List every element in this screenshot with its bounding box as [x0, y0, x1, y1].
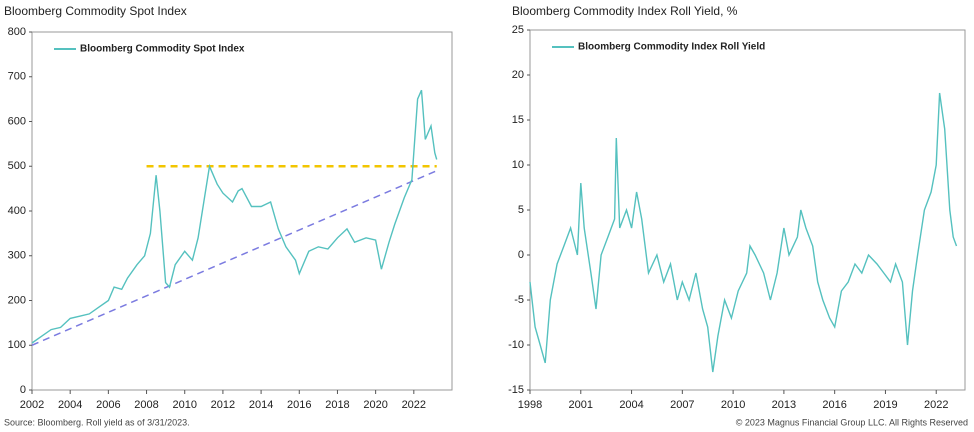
reference-line: [31, 170, 438, 346]
source-note: Source: Bloomberg. Roll yield as of 3/31…: [4, 417, 190, 427]
x-tick-label: 2013: [772, 399, 796, 411]
x-tick-label: 2018: [325, 399, 349, 411]
x-tick-label: 2010: [721, 399, 745, 411]
x-tick-label: 2006: [96, 399, 120, 411]
y-tick-label: 0: [518, 249, 524, 261]
y-tick-label: 15: [512, 114, 524, 126]
y-tick-label: -5: [514, 294, 524, 306]
legend-label: Bloomberg Commodity Spot Index: [80, 44, 245, 55]
y-tick-label: 25: [512, 24, 524, 36]
x-tick-label: 2004: [619, 399, 643, 411]
x-tick-label: 2010: [172, 399, 196, 411]
x-tick-label: 1998: [518, 399, 542, 411]
x-tick-label: 2002: [20, 399, 44, 411]
y-tick-label: 20: [512, 69, 524, 81]
y-tick-label: 100: [8, 339, 26, 351]
y-tick-label: 200: [8, 294, 26, 306]
x-tick-label: 2012: [211, 399, 235, 411]
y-tick-label: 0: [20, 384, 26, 396]
y-tick-label: 600: [8, 115, 26, 127]
x-tick-label: 2014: [249, 399, 273, 411]
x-tick-label: 2007: [670, 399, 694, 411]
x-tick-label: 2022: [924, 399, 948, 411]
x-tick-label: 2008: [134, 399, 158, 411]
x-tick-label: 2016: [287, 399, 311, 411]
copyright: © 2023 Magnus Financial Group LLC. All R…: [736, 417, 968, 427]
x-tick-label: 2016: [822, 399, 846, 411]
y-tick-label: -15: [508, 384, 524, 396]
x-tick-label: 2022: [402, 399, 426, 411]
y-tick-label: 400: [8, 205, 26, 217]
x-tick-label: 2020: [363, 399, 387, 411]
data-line: [31, 89, 438, 344]
y-tick-label: 500: [8, 160, 26, 172]
y-tick-label: 10: [512, 159, 524, 171]
data-line: [529, 92, 958, 373]
y-tick-label: -10: [508, 339, 524, 351]
x-tick-label: 2004: [58, 399, 82, 411]
legend-label: Bloomberg Commodity Index Roll Yield: [578, 42, 765, 53]
chart-title: Bloomberg Commodity Index Roll Yield, %: [512, 4, 738, 18]
y-tick-label: 5: [518, 204, 524, 216]
chart-title: Bloomberg Commodity Spot Index: [4, 4, 187, 18]
x-tick-label: 2001: [569, 399, 593, 411]
y-tick-label: 300: [8, 250, 26, 262]
x-tick-label: 2019: [873, 399, 897, 411]
plot-frame: [31, 31, 453, 391]
y-tick-label: 800: [8, 26, 26, 38]
plot-frame: [529, 29, 966, 391]
y-tick-label: 700: [8, 71, 26, 83]
